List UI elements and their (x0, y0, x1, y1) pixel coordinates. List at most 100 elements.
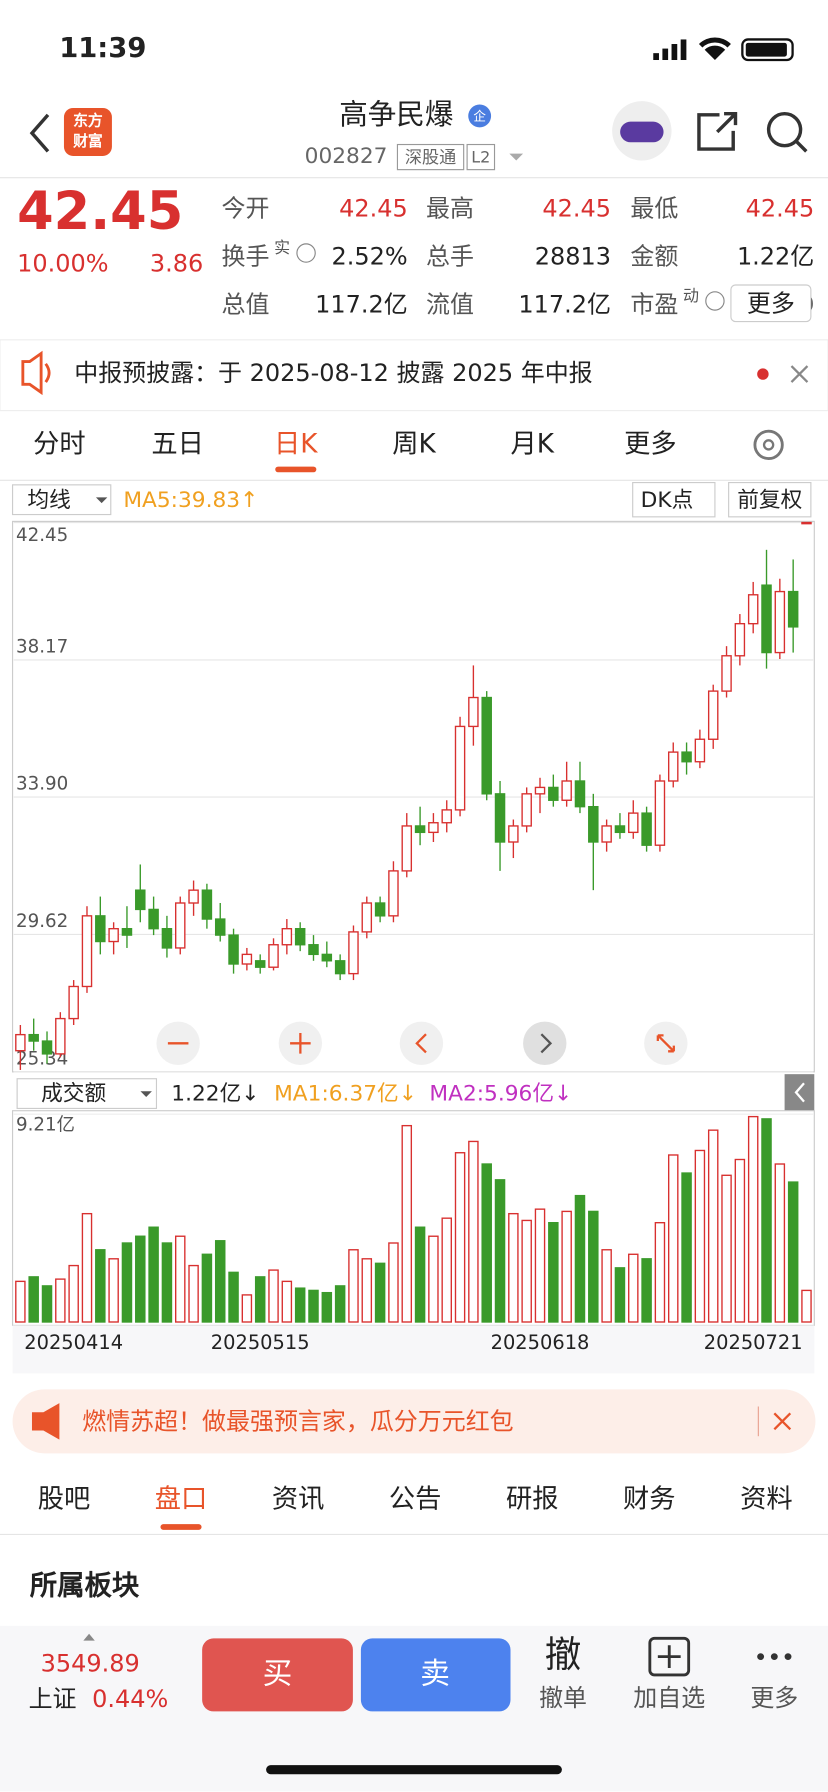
ma-label[interactable]: 均线 (27, 488, 70, 513)
candle-body (161, 928, 173, 949)
x-tick-label: 20250721 (704, 1331, 803, 1354)
tab[interactable]: 资料 (740, 1485, 793, 1515)
tab[interactable]: 日K (274, 429, 318, 459)
volume-bar (334, 1285, 346, 1323)
candle-body (574, 780, 586, 808)
candle-body (334, 960, 346, 975)
candle-body (95, 915, 106, 943)
candle-body (308, 944, 319, 956)
cancel-icon[interactable]: 撤 (545, 1633, 582, 1676)
sell-button[interactable] (360, 1638, 511, 1712)
buy-button[interactable] (202, 1638, 353, 1712)
y-tick-label: 29.62 (16, 911, 68, 932)
collapse[interactable] (784, 1074, 815, 1111)
adjust-button[interactable] (728, 482, 812, 518)
badge-text: 企 (473, 109, 486, 124)
volume-bar (774, 1163, 786, 1323)
volume-label[interactable]: 成交额 (41, 1082, 106, 1107)
candle-body (15, 1033, 26, 1052)
dk-button[interactable] (632, 482, 716, 518)
more-icon[interactable] (757, 1653, 792, 1661)
volume-bar (388, 1242, 399, 1323)
info-icon (296, 243, 316, 263)
volume-bar (654, 1222, 666, 1323)
dropdown (509, 153, 524, 161)
watch-icon[interactable] (648, 1636, 691, 1677)
volume-bar (41, 1285, 53, 1323)
volume-bar (268, 1269, 279, 1323)
volume-bar (148, 1226, 159, 1323)
tab-underline (275, 466, 317, 473)
tab[interactable]: 月K (510, 429, 554, 459)
settings-icon[interactable] (753, 429, 784, 461)
volume-bar (468, 1140, 479, 1323)
banner[interactable] (12, 1389, 816, 1454)
more-label[interactable]: 更多 (750, 1684, 798, 1712)
tag (466, 143, 496, 171)
y-tick-label: 42.45 (16, 525, 68, 546)
more-button[interactable] (730, 284, 812, 323)
back-button[interactable] (29, 113, 50, 153)
volume-bar (108, 1258, 119, 1323)
volume-bar (81, 1212, 93, 1323)
ma-select[interactable] (11, 484, 112, 516)
tab[interactable]: 更多 (624, 429, 676, 459)
volume-bar (348, 1249, 359, 1323)
buy-label[interactable]: 买 (263, 1656, 293, 1691)
candle-body (508, 825, 519, 843)
tab[interactable]: 股吧 (38, 1485, 91, 1515)
volume-bar (55, 1278, 66, 1323)
watch-label[interactable]: 加自选 (633, 1684, 705, 1712)
change-pct: 10.00% (17, 249, 108, 277)
tab[interactable]: 财务 (623, 1485, 676, 1515)
share-button[interactable] (697, 111, 738, 151)
search-button[interactable] (766, 111, 808, 153)
dk-label[interactable]: DK点 (641, 488, 694, 513)
candle-body (801, 521, 812, 525)
sell-label[interactable]: 卖 (420, 1656, 450, 1691)
field-label: 今开 (222, 195, 270, 223)
candle-body (201, 889, 213, 920)
section-title: 所属板块 (30, 1570, 140, 1601)
candle-body (747, 594, 759, 625)
tab[interactable]: 资讯 (272, 1485, 325, 1515)
volume-ma2: MA2:5.96亿↓ (429, 1082, 572, 1107)
candle-body (348, 931, 359, 975)
candle-body (414, 825, 426, 834)
close[interactable] (790, 365, 809, 383)
tab[interactable]: 分时 (33, 429, 86, 459)
volume-bar (801, 1289, 812, 1323)
banner-close[interactable] (773, 1412, 792, 1431)
field-sup: 实 (274, 238, 290, 257)
volume-select[interactable] (16, 1078, 158, 1109)
tab[interactable]: 周K (392, 429, 436, 459)
volume-bar (641, 1258, 652, 1323)
x-tick-label: 20250414 (24, 1331, 123, 1354)
more-label[interactable]: 更多 (747, 289, 795, 317)
home-indicator (266, 1765, 562, 1775)
candle-body (121, 928, 133, 936)
assistant-face (620, 121, 664, 143)
candle-body (428, 822, 439, 834)
notice[interactable]: 中报预披露：于 2025-08-12 披露 2025 年中报 (74, 359, 592, 387)
watch-plus (657, 1645, 681, 1669)
cancel-label[interactable]: 撤单 (539, 1684, 587, 1712)
candle-body (588, 805, 599, 843)
field-value: 42.45 (339, 195, 408, 223)
adjust-label[interactable]: 前复权 (737, 488, 802, 513)
candle-body (321, 953, 333, 962)
banner-text[interactable]: 燃情苏超！做最强预言家，瓜分万元红包 (82, 1407, 513, 1435)
tag-text: 深股通 (405, 148, 456, 168)
y-tick-label: 33.90 (16, 773, 68, 794)
tab[interactable]: 公告 (389, 1485, 442, 1515)
candle-body (667, 751, 679, 782)
volume-bar (494, 1179, 506, 1323)
tab[interactable]: 盘口 (155, 1485, 208, 1515)
tab[interactable]: 五日 (151, 429, 204, 459)
candle-body (761, 584, 772, 654)
volume-bar (281, 1280, 293, 1323)
volume-bar (628, 1253, 639, 1323)
volume-bar (747, 1115, 759, 1323)
tab[interactable]: 研报 (506, 1485, 559, 1515)
stock-code: 002827 (305, 144, 388, 169)
